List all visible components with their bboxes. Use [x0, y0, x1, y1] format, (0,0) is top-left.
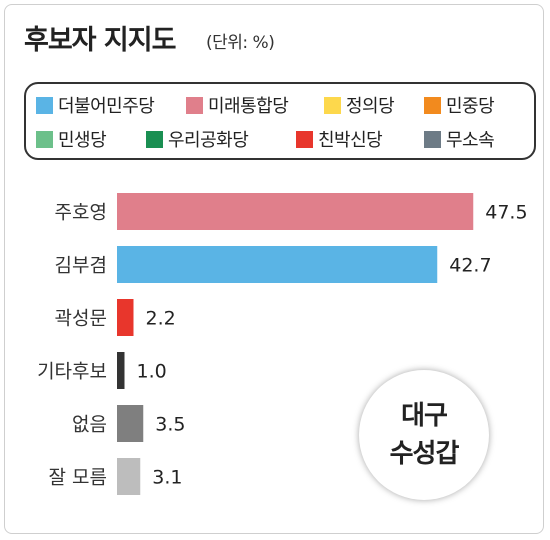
bar — [117, 193, 474, 230]
legend-item-our-republican: 우리공화당 — [146, 126, 249, 152]
bar — [117, 299, 134, 336]
legend-label: 미래통합당 — [208, 96, 289, 117]
legend-label: 민중당 — [446, 96, 495, 117]
bar — [117, 246, 438, 283]
bar — [117, 352, 125, 389]
legend-swatch — [36, 130, 53, 148]
legend-swatch — [146, 130, 163, 148]
value-label: 3.5 — [155, 414, 185, 436]
category-label: 김부겸 — [55, 255, 107, 277]
value-label: 2.2 — [146, 308, 176, 330]
legend-swatch — [424, 96, 441, 114]
legend-label: 민생당 — [58, 130, 107, 151]
legend-label: 정의당 — [346, 96, 395, 117]
category-label: 주호영 — [55, 202, 107, 224]
unit-label: (단위: %) — [206, 33, 275, 53]
category-label: 곽성문 — [55, 308, 107, 330]
legend-item-future-unified: 미래통합당 — [186, 92, 289, 118]
legend-item-justice: 정의당 — [324, 92, 395, 118]
value-label: 1.0 — [137, 361, 167, 383]
legend-item-independent: 무소속 — [424, 126, 495, 152]
region-badge: 대구 수성갑 — [359, 370, 489, 500]
region-badge-line1: 대구 — [401, 401, 448, 431]
region-badge-line2: 수성갑 — [389, 439, 460, 469]
legend-label: 친박신당 — [318, 130, 383, 151]
legend-swatch — [296, 130, 313, 148]
category-label: 기타후보 — [37, 361, 107, 383]
category-label: 잘 모름 — [49, 467, 107, 489]
chart-title: 후보자 지지도 — [24, 25, 176, 56]
value-label: 3.1 — [152, 467, 182, 489]
legend-item-minjung: 민중당 — [424, 92, 495, 118]
legend-swatch — [424, 130, 441, 148]
legend-item-pro-park: 친박신당 — [296, 126, 383, 152]
legend-item-democratic: 더불어민주당 — [36, 92, 155, 118]
legend: 더불어민주당 미래통합당 정의당 민중당 민생당 우리공화당 친박신당 무소속 — [24, 82, 536, 160]
chart-frame — [4, 4, 544, 534]
legend-label: 우리공화당 — [168, 130, 249, 151]
legend-swatch — [324, 96, 341, 114]
value-label: 47.5 — [485, 202, 527, 224]
legend-swatch — [36, 96, 53, 114]
category-label: 없음 — [72, 414, 107, 436]
bar — [117, 405, 144, 442]
legend-label: 무소속 — [446, 130, 495, 151]
legend-label: 더불어민주당 — [58, 96, 155, 117]
bar — [117, 458, 141, 495]
legend-item-minsaeng: 민생당 — [36, 126, 107, 152]
value-label: 42.7 — [449, 255, 491, 277]
legend-swatch — [186, 96, 203, 114]
